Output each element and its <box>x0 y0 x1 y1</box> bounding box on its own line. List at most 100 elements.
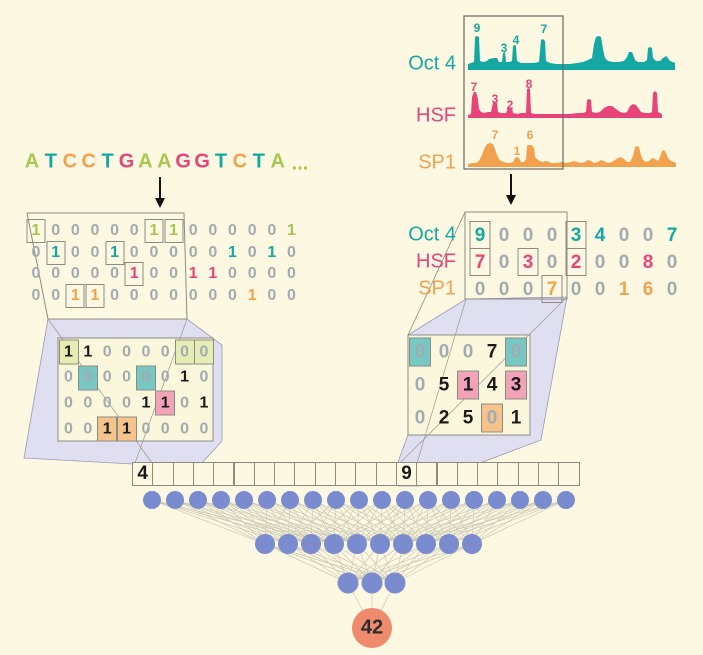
filter-cell: 0 <box>122 394 131 412</box>
matrix-row-label: HSF <box>416 250 456 273</box>
onehot-cell: 0 <box>169 286 178 304</box>
tf-matrix-cell: 0 <box>618 251 630 273</box>
filter-cell: 5 <box>462 407 474 429</box>
filter-cell: 1 <box>58 339 79 365</box>
neuron-layer1 <box>488 491 506 509</box>
filter-cell: 4 <box>486 374 498 396</box>
sequence-letter: G <box>194 150 210 173</box>
track-label-oct4: Oct 4 <box>408 52 456 75</box>
onehot-cell: 0 <box>267 222 277 239</box>
onehot-cell: 0 <box>188 286 198 304</box>
neuron-layer1 <box>143 491 161 509</box>
onehot-cell: 1 <box>65 283 85 308</box>
filter-cell: 0 <box>414 374 426 396</box>
filter-cell: 0 <box>438 341 450 363</box>
onehot-cell: 0 <box>228 265 237 283</box>
onehot-cell: 0 <box>188 222 198 239</box>
network-edge <box>347 543 404 584</box>
network-edge <box>333 499 383 545</box>
network-edge <box>310 499 360 545</box>
feature-vector-cell <box>294 462 316 486</box>
feature-vector-cell <box>477 462 499 486</box>
onehot-cell: 0 <box>90 222 100 239</box>
feature-vector-cell <box>538 462 560 486</box>
tf-matrix-cell: 0 <box>666 278 678 300</box>
filter-cell: 1 <box>83 343 93 360</box>
feature-vector-cell <box>335 462 357 486</box>
peak-label: 9 <box>473 21 481 35</box>
onehot-cell: 0 <box>208 222 218 239</box>
peak-label: 3 <box>491 92 499 106</box>
peak-label: 1 <box>513 144 521 158</box>
feature-vector-cell <box>497 462 519 486</box>
onehot-cell: 0 <box>51 222 61 239</box>
feature-vector-cell <box>192 462 215 486</box>
feature-vector-cell <box>517 462 539 486</box>
tf-matrix-cell: 2 <box>565 248 587 276</box>
tf-matrix-cell: 0 <box>594 251 606 273</box>
neuron-layer1 <box>442 491 460 509</box>
track-label-hsf: HSF <box>416 104 456 127</box>
onehot-cell: 0 <box>51 265 61 283</box>
neuron-layer1 <box>419 491 437 509</box>
onehot-cell: 0 <box>228 286 237 304</box>
filter-cell: 0 <box>77 365 98 391</box>
neuron-layer1 <box>189 491 207 509</box>
network-edge <box>287 543 373 584</box>
filter-cell: 0 <box>414 407 426 429</box>
tf-matrix-cell: 0 <box>594 278 606 300</box>
onehot-cell: 0 <box>31 265 41 283</box>
onehot-cell: 0 <box>149 286 159 304</box>
filter-cell: 2 <box>438 407 450 429</box>
feature-vector-cell <box>558 462 580 486</box>
tf-matrix-cell: 7 <box>666 224 678 246</box>
onehot-cell: 0 <box>247 222 257 239</box>
sequence-letter: A <box>138 150 153 173</box>
tf-matrix-cell: 0 <box>666 251 678 273</box>
filter-cell: 0 <box>160 420 170 438</box>
sequence-letter: C <box>81 150 96 173</box>
peak-label: 4 <box>512 33 520 47</box>
feature-vector-cell <box>152 462 174 486</box>
peak-label: 7 <box>470 80 478 94</box>
output-node <box>352 608 392 648</box>
onehot-cell: 1 <box>247 286 257 304</box>
onehot-cell: 0 <box>286 286 296 304</box>
sequence-letter: T <box>101 150 114 173</box>
onehot-cell: 0 <box>129 243 139 261</box>
filter-cell: 0 <box>160 368 170 386</box>
filter-cell: 0 <box>409 337 431 367</box>
tf-matrix-cell: 0 <box>522 224 534 246</box>
tf-matrix-cell: 0 <box>546 251 558 273</box>
filter-cell: 1 <box>457 370 479 400</box>
network-edge <box>174 499 266 545</box>
peak-label: 3 <box>500 41 508 55</box>
network-edge <box>356 499 452 545</box>
down-arrow-left-head <box>155 198 165 208</box>
neuron-layer2 <box>278 534 298 554</box>
filter-cell: 0 <box>141 343 151 360</box>
feature-vector-cell <box>172 462 194 486</box>
onehot-cell: 0 <box>31 286 41 304</box>
sequence-letter: T <box>252 150 265 173</box>
projection-cross-line <box>399 296 568 464</box>
output-value: 42 <box>360 616 384 639</box>
track-waveform-sp1 <box>468 143 676 167</box>
neuron-layer1 <box>396 491 414 509</box>
matrix-row-label: SP1 <box>418 277 456 300</box>
onehot-cell: 0 <box>188 243 198 261</box>
tf-matrix-cell: 9 <box>469 221 491 249</box>
track-label-sp1: SP1 <box>418 151 456 174</box>
filter-cell: 0 <box>481 403 503 433</box>
onehot-cell: 0 <box>169 243 178 261</box>
feature-vector-cell <box>213 462 235 486</box>
tf-matrix-cell: 1 <box>618 278 630 300</box>
onehot-cell: 0 <box>70 243 80 261</box>
onehot-cell: 0 <box>228 222 237 239</box>
sequence-letter: A <box>157 150 172 173</box>
filter-cell: 0 <box>141 420 151 438</box>
filter-cell: 0 <box>83 394 93 412</box>
tf-matrix-cell: 8 <box>642 251 654 273</box>
neuron-layer1 <box>373 491 391 509</box>
